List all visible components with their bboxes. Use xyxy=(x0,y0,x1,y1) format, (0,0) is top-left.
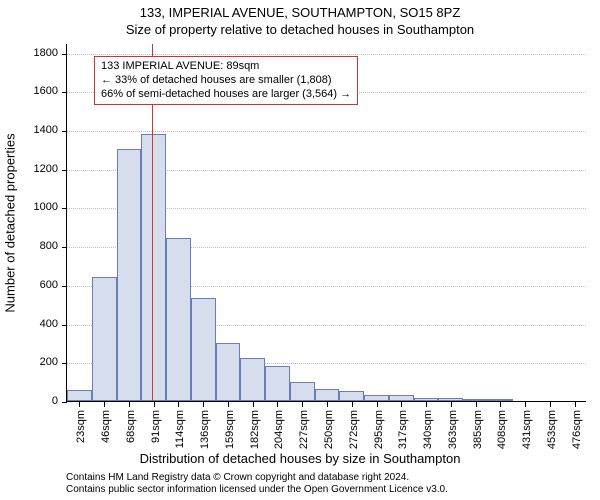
callout-line-3: 66% of semi-detached houses are larger (… xyxy=(101,88,351,102)
histogram-bar xyxy=(117,149,142,401)
xtick-label: 295sqm xyxy=(373,410,385,454)
callout-line-1: 133 IMPERIAL AVENUE: 89sqm xyxy=(101,60,351,74)
histogram-bar xyxy=(191,298,216,401)
ytick-label: 800 xyxy=(8,240,58,252)
xtick-label: 114sqm xyxy=(174,410,186,454)
xtick-mark xyxy=(203,402,204,407)
ytick-mark xyxy=(62,247,67,248)
ytick-mark xyxy=(62,131,67,132)
ytick-label: 600 xyxy=(8,279,58,291)
xtick-mark xyxy=(277,402,278,407)
ytick-label: 400 xyxy=(8,318,58,330)
xtick-mark xyxy=(352,402,353,407)
xtick-label: 317sqm xyxy=(397,410,409,454)
histogram-bar xyxy=(389,395,414,401)
footnote: Contains HM Land Registry data © Crown c… xyxy=(66,472,448,496)
xtick-label: 23sqm xyxy=(75,410,87,454)
xtick-label: 227sqm xyxy=(298,410,310,454)
histogram-bar xyxy=(290,382,315,401)
histogram-bar xyxy=(488,399,513,401)
page-subtitle: Size of property relative to detached ho… xyxy=(0,22,600,37)
xtick-mark xyxy=(253,402,254,407)
xtick-label: 272sqm xyxy=(348,410,360,454)
root: 133, IMPERIAL AVENUE, SOUTHAMPTON, SO15 … xyxy=(0,0,600,500)
xtick-label: 453sqm xyxy=(546,410,558,454)
histogram-bar xyxy=(265,366,290,401)
ytick-mark xyxy=(62,325,67,326)
xtick-mark xyxy=(302,402,303,407)
ytick-mark xyxy=(62,54,67,55)
histogram-bar xyxy=(141,134,166,401)
ytick-mark xyxy=(62,363,67,364)
callout-line-2: ← 33% of detached houses are smaller (1,… xyxy=(101,74,351,88)
xtick-mark xyxy=(228,402,229,407)
ytick-label: 1200 xyxy=(8,163,58,175)
xtick-label: 363sqm xyxy=(447,410,459,454)
ytick-label: 1000 xyxy=(8,201,58,213)
xtick-mark xyxy=(476,402,477,407)
x-axis-label: Distribution of detached houses by size … xyxy=(0,451,600,466)
xtick-label: 159sqm xyxy=(224,410,236,454)
xtick-label: 340sqm xyxy=(422,410,434,454)
xtick-label: 68sqm xyxy=(125,410,137,454)
xtick-label: 136sqm xyxy=(199,410,211,454)
xtick-mark xyxy=(327,402,328,407)
xtick-mark xyxy=(129,402,130,407)
xtick-mark xyxy=(377,402,378,407)
ytick-label: 1600 xyxy=(8,85,58,97)
histogram-bar xyxy=(67,390,92,401)
xtick-label: 431sqm xyxy=(521,410,533,454)
xtick-mark xyxy=(550,402,551,407)
footnote-line-1: Contains HM Land Registry data © Crown c… xyxy=(66,472,448,484)
ytick-label: 1800 xyxy=(8,47,58,59)
ytick-label: 200 xyxy=(8,356,58,368)
xtick-mark xyxy=(79,402,80,407)
xtick-label: 476sqm xyxy=(571,410,583,454)
xtick-label: 408sqm xyxy=(496,410,508,454)
ytick-mark xyxy=(62,92,67,93)
histogram-bar xyxy=(438,398,463,401)
footnote-line-2: Contains public sector information licen… xyxy=(66,484,448,496)
histogram-bar xyxy=(92,277,117,401)
histogram-bar xyxy=(216,343,241,401)
xtick-mark xyxy=(104,402,105,407)
xtick-mark xyxy=(500,402,501,407)
gridline xyxy=(67,131,586,132)
ytick-label: 0 xyxy=(8,395,58,407)
ytick-mark xyxy=(62,402,67,403)
xtick-label: 46sqm xyxy=(100,410,112,454)
histogram-bar xyxy=(240,358,265,401)
xtick-mark xyxy=(525,402,526,407)
xtick-mark xyxy=(178,402,179,407)
histogram-bar xyxy=(463,399,488,401)
xtick-mark xyxy=(401,402,402,407)
gridline xyxy=(67,54,586,55)
xtick-mark xyxy=(575,402,576,407)
ytick-mark xyxy=(62,170,67,171)
y-axis-label-container: Number of detached properties xyxy=(2,44,18,402)
xtick-label: 385sqm xyxy=(472,410,484,454)
histogram-bar xyxy=(166,238,191,401)
xtick-mark xyxy=(426,402,427,407)
xtick-label: 91sqm xyxy=(150,410,162,454)
xtick-label: 182sqm xyxy=(249,410,261,454)
callout-box: 133 IMPERIAL AVENUE: 89sqm ← 33% of deta… xyxy=(94,56,358,105)
histogram-bar xyxy=(315,389,340,401)
ytick-label: 1400 xyxy=(8,124,58,136)
histogram-bar xyxy=(339,391,364,401)
xtick-mark xyxy=(451,402,452,407)
ytick-mark xyxy=(62,286,67,287)
xtick-label: 204sqm xyxy=(273,410,285,454)
histogram-bar xyxy=(414,398,439,401)
histogram-bar xyxy=(364,395,389,401)
xtick-mark xyxy=(154,402,155,407)
page-title: 133, IMPERIAL AVENUE, SOUTHAMPTON, SO15 … xyxy=(0,5,600,20)
xtick-label: 250sqm xyxy=(323,410,335,454)
ytick-mark xyxy=(62,208,67,209)
